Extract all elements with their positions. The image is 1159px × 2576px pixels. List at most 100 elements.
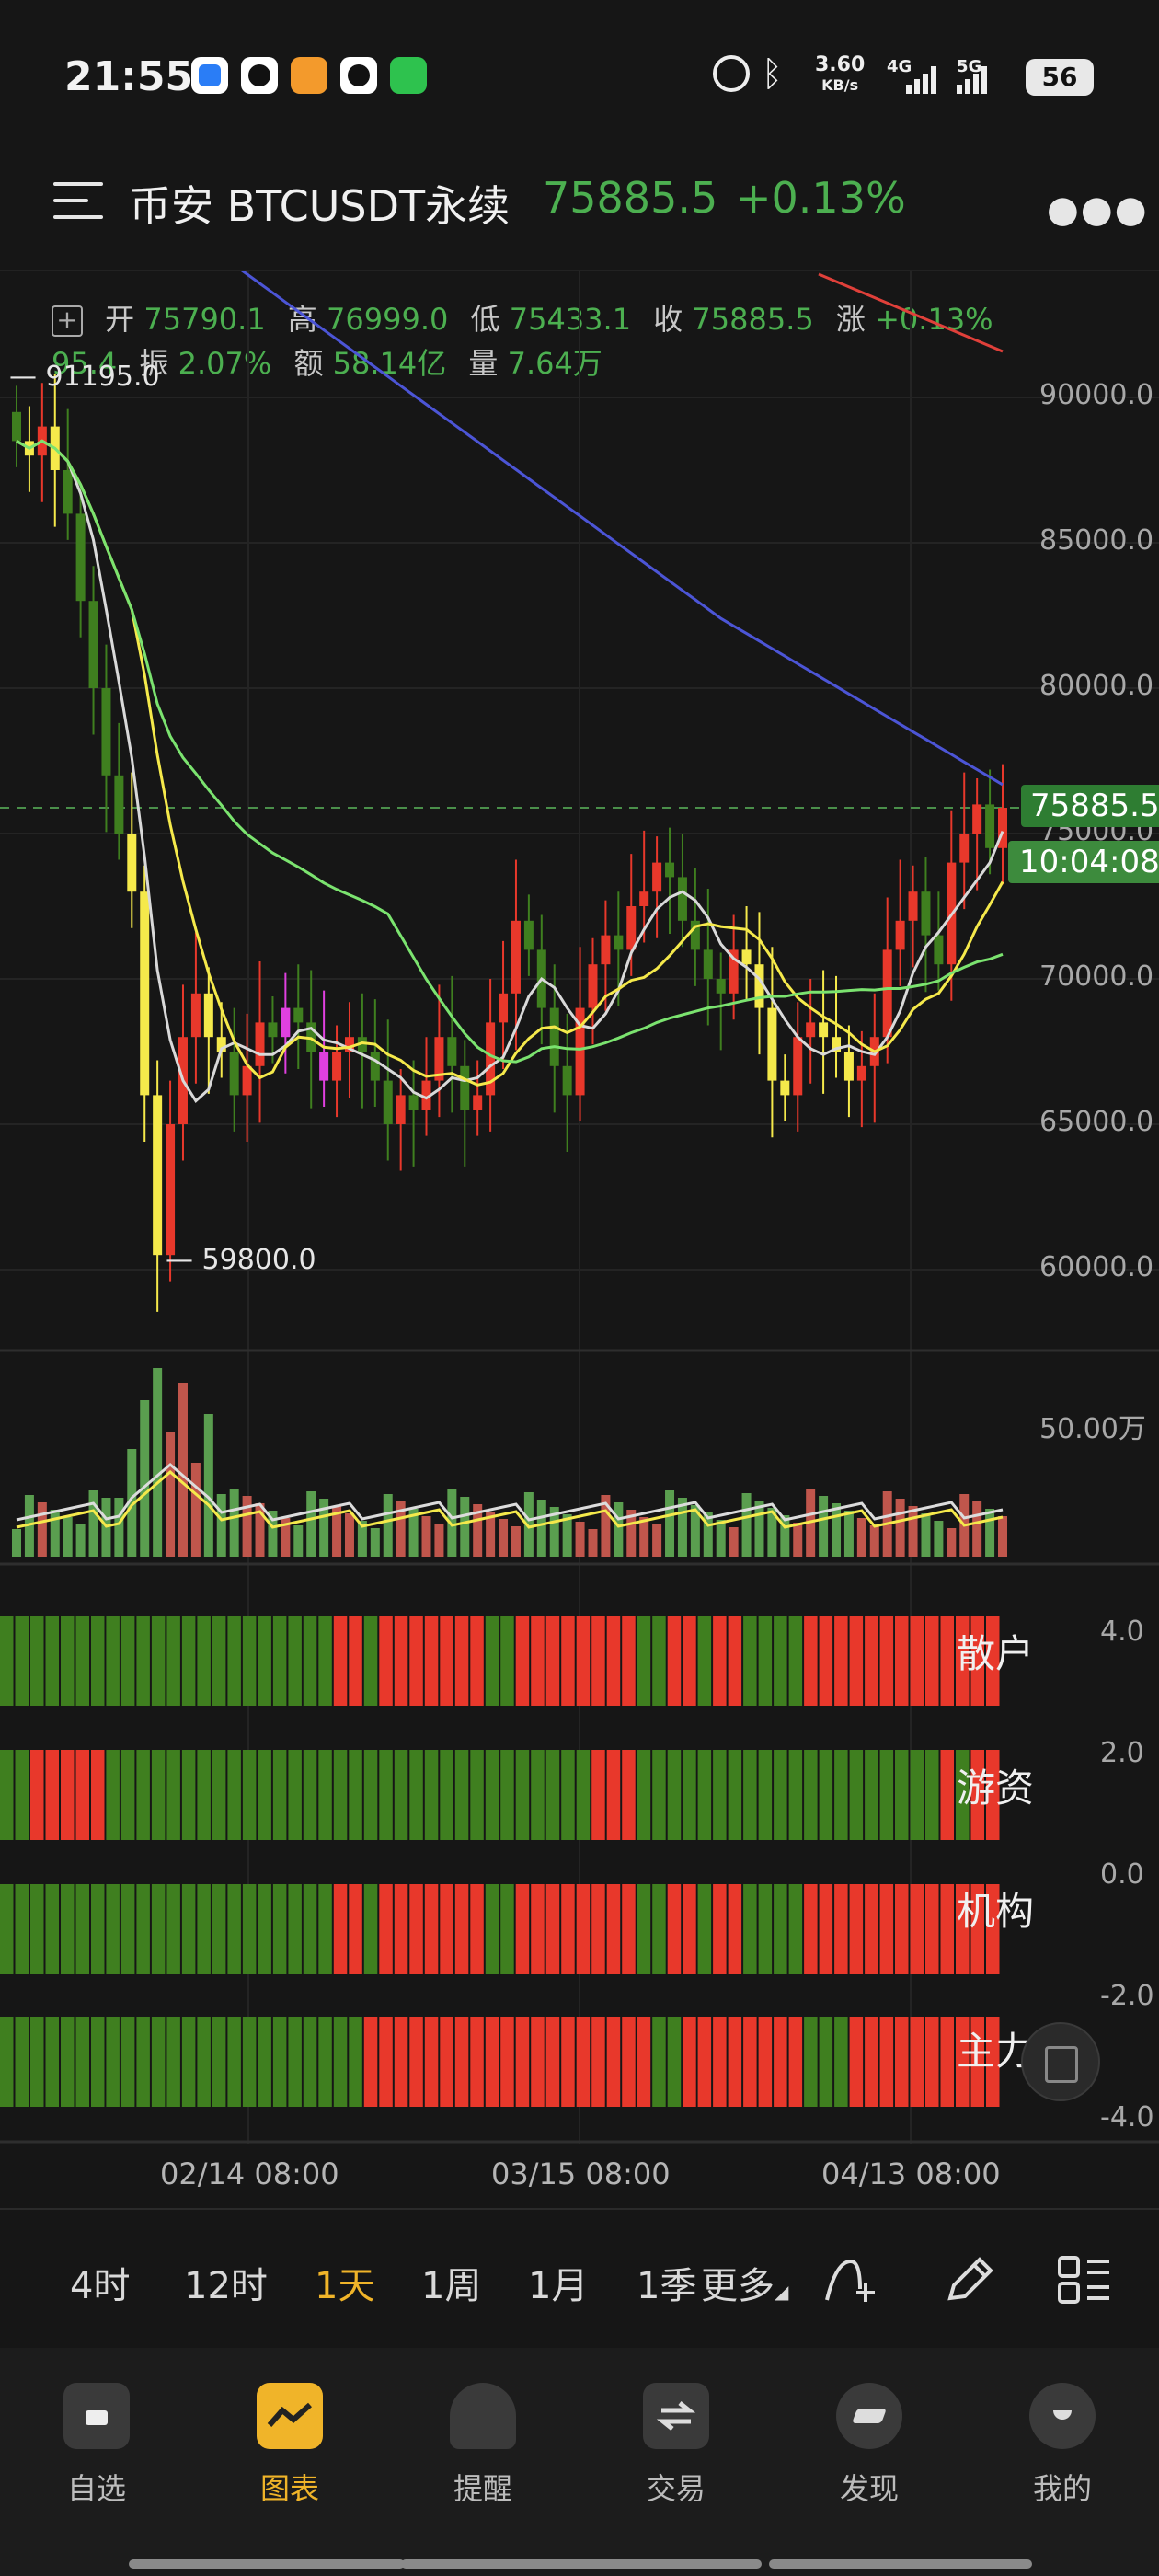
indicator-bar	[591, 1750, 605, 1840]
indicator-bar	[349, 1616, 362, 1706]
volume-bar	[293, 1525, 304, 1557]
timeframe-1d[interactable]: 1天	[315, 2265, 375, 2307]
split-view-icon[interactable]	[1021, 2022, 1100, 2101]
indicator-axis-label: 0.0	[1100, 1858, 1144, 1891]
indicator-bar	[272, 2017, 287, 2107]
candle	[344, 1037, 354, 1052]
signal-bars-icon	[906, 66, 939, 94]
indicator-bar	[166, 1750, 180, 1840]
indicator-bar	[834, 1616, 848, 1706]
indicator-bar	[713, 1750, 727, 1840]
indicator-bar	[333, 2017, 348, 2107]
grid-layout-icon[interactable]	[1056, 2254, 1113, 2309]
candle	[741, 949, 752, 965]
indicator-bar	[272, 1616, 287, 1706]
indicator-bar	[258, 1884, 271, 1974]
indicator-bar	[0, 1750, 14, 1840]
nav-alerts[interactable]: 提醒	[414, 2383, 552, 2508]
volume-bar	[832, 1503, 842, 1557]
candle	[908, 891, 918, 921]
candle	[601, 935, 611, 965]
draw-line-icon[interactable]	[823, 2252, 880, 2307]
volume-bar	[229, 1489, 239, 1557]
candle	[127, 834, 137, 892]
menu-icon[interactable]	[53, 182, 103, 223]
indicator-bar	[819, 1750, 833, 1840]
indicator-bar	[242, 1616, 257, 1706]
timeframe-more[interactable]: 更多◢	[701, 2265, 789, 2307]
nav-trade[interactable]: 交易	[607, 2383, 745, 2508]
nav-watchlist[interactable]: 自选	[28, 2383, 166, 2508]
volume-bar	[703, 1512, 713, 1557]
indicator-bar	[258, 2017, 271, 2107]
timeframe-1m[interactable]: 1月	[528, 2265, 589, 2307]
price-chart[interactable]	[0, 271, 1159, 2203]
indicator-bar	[606, 1884, 621, 1974]
candle	[665, 862, 675, 878]
indicator-bar	[242, 1884, 257, 1974]
app-icon-3	[291, 57, 327, 94]
indicator-bar	[363, 2017, 378, 2107]
volume-bar	[153, 1368, 163, 1557]
indicator-bar	[925, 2017, 939, 2107]
candle	[63, 470, 73, 514]
indicator-bar	[895, 1750, 909, 1840]
indicator-bar	[774, 1616, 787, 1706]
nav-discover[interactable]: 发现	[800, 2383, 938, 2508]
indicator-bar	[940, 2017, 954, 2107]
timeframe-1w[interactable]: 1周	[421, 2265, 482, 2307]
indicator-bar	[879, 2017, 894, 2107]
candle	[268, 1022, 278, 1038]
indicator-bar	[440, 2017, 453, 2107]
volume-bar	[127, 1449, 137, 1557]
candle	[370, 1052, 380, 1081]
indicator-bar	[865, 2017, 878, 2107]
indicator-bar	[834, 1884, 848, 1974]
candle	[575, 1007, 585, 1096]
symbol-title[interactable]: 币安 BTCUSDT永续	[129, 181, 511, 231]
volume-bar	[523, 1492, 534, 1557]
indicator-bar	[925, 1616, 939, 1706]
indicator-bar	[485, 1750, 499, 1840]
candle	[843, 1052, 854, 1081]
ma30-line	[16, 439, 1004, 1064]
indicator-bar	[136, 1750, 150, 1840]
indicator-bar	[227, 1616, 241, 1706]
volume-bar	[370, 1528, 380, 1557]
indicator-bar	[970, 1750, 984, 1840]
candle	[511, 920, 521, 994]
indicator-bar	[910, 1884, 924, 1974]
timeframe-12h[interactable]: 12时	[184, 2265, 268, 2307]
indicator-bar	[606, 1616, 621, 1706]
candle	[562, 1065, 572, 1096]
indicator-bar	[895, 1884, 909, 1974]
indicator-bar	[804, 1616, 818, 1706]
timeframe-4h[interactable]: 4时	[70, 2265, 131, 2307]
indicator-bar	[683, 1884, 696, 1974]
indicator-bar	[743, 1616, 757, 1706]
timeframe-1q[interactable]: 1季	[637, 2265, 697, 2307]
candle	[959, 834, 970, 863]
volume-bar	[114, 1498, 124, 1557]
ma10-line	[16, 439, 1004, 1087]
nav-chart[interactable]: 图表	[221, 2383, 359, 2508]
volume-bar	[140, 1400, 150, 1557]
indicator-bar	[197, 1750, 211, 1840]
indicator-bar	[61, 1616, 75, 1706]
volume-bar	[908, 1506, 918, 1557]
pencil-icon[interactable]	[943, 2252, 1000, 2307]
volume-bar	[396, 1501, 406, 1557]
more-options-icon[interactable]: ●●●	[1047, 189, 1149, 231]
expand-icon[interactable]: +	[52, 305, 83, 337]
indicator-bar	[910, 1616, 924, 1706]
indicator-bar	[561, 1616, 575, 1706]
indicator-bar	[470, 2017, 484, 2107]
nav-profile[interactable]: 我的	[993, 2383, 1131, 2508]
indicator-bar	[15, 1884, 29, 1974]
indicator-bar	[637, 1884, 651, 1974]
indicator-bar	[212, 1616, 226, 1706]
candle	[281, 1007, 291, 1038]
candle	[332, 1052, 342, 1081]
indicator-bar	[713, 1616, 727, 1706]
indicator-bar	[879, 1884, 894, 1974]
